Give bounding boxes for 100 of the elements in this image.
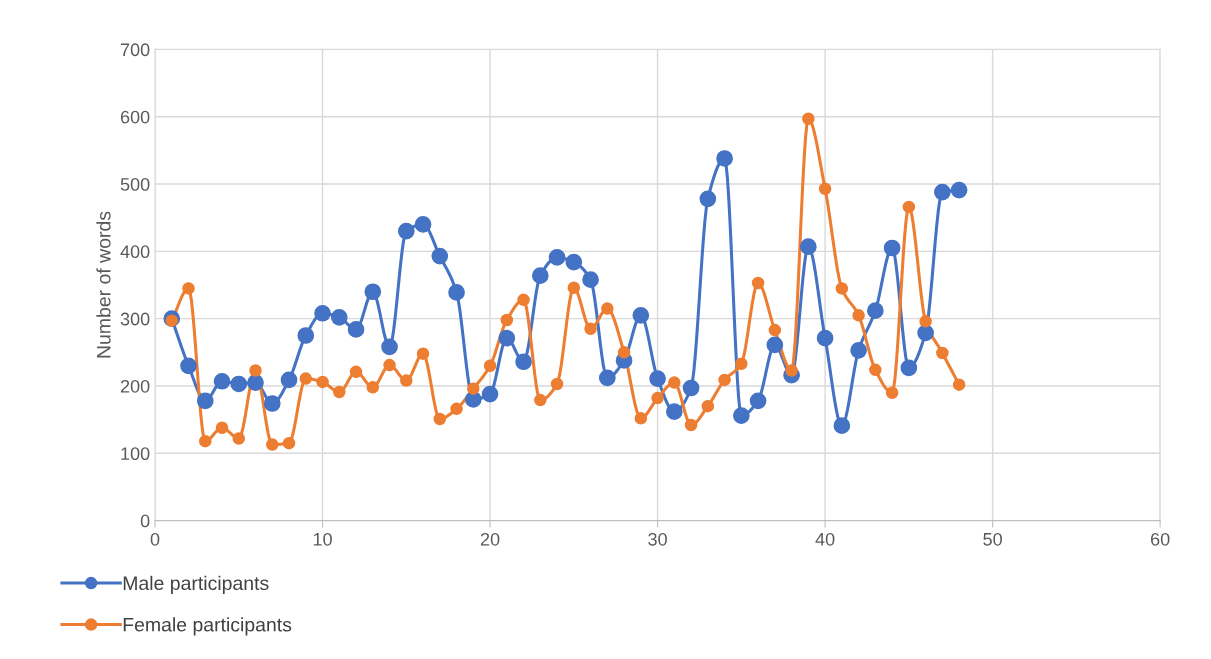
point (902, 200, 916, 214)
point (785, 364, 798, 377)
point (531, 267, 549, 284)
point (199, 434, 212, 448)
x-tick-label: 20 (480, 532, 500, 546)
point (333, 385, 346, 399)
point (766, 336, 784, 354)
point (885, 386, 899, 399)
point (816, 329, 834, 347)
point (247, 374, 264, 391)
y-tick-label: 100 (121, 447, 150, 461)
point (632, 306, 650, 324)
point (567, 281, 581, 294)
point (196, 392, 214, 410)
point (668, 376, 681, 389)
point (414, 216, 432, 233)
point (249, 364, 262, 377)
point (684, 418, 698, 432)
point (751, 276, 765, 290)
point (818, 182, 832, 196)
point (718, 373, 731, 387)
point (682, 379, 700, 397)
point (316, 375, 329, 389)
point (649, 370, 666, 387)
point (347, 321, 365, 338)
point (917, 324, 934, 342)
point (952, 378, 966, 391)
x-tick-label: 60 (1151, 532, 1170, 546)
y-tick-label: 300 (120, 312, 150, 326)
point (165, 314, 179, 327)
point (498, 329, 516, 347)
point (701, 399, 715, 413)
point (716, 150, 733, 167)
point (381, 338, 398, 356)
point (835, 282, 849, 295)
point (749, 392, 767, 410)
point (299, 372, 313, 385)
point (483, 359, 497, 373)
point (936, 346, 949, 360)
point (802, 112, 815, 126)
point (515, 353, 532, 371)
point (869, 363, 882, 377)
point (397, 222, 415, 240)
y-tick-label: 700 (120, 43, 150, 57)
point (548, 249, 566, 266)
point (617, 346, 631, 359)
legend-label: Female participants (123, 617, 292, 636)
point (651, 391, 664, 405)
y-tick-label: 600 (120, 110, 150, 124)
point (735, 357, 748, 371)
point (232, 432, 246, 445)
point (349, 365, 363, 379)
y-tick-label: 0 (140, 514, 150, 528)
point (467, 382, 480, 395)
point (182, 282, 195, 295)
point (900, 359, 918, 377)
point (601, 302, 614, 315)
point (297, 327, 315, 344)
x-tick-label: 30 (648, 532, 667, 546)
point (732, 407, 750, 424)
point (768, 323, 782, 337)
point (481, 385, 499, 403)
point (934, 183, 951, 201)
x-tick-label: 50 (983, 532, 1002, 546)
point (448, 284, 465, 301)
point (550, 377, 564, 391)
point (330, 308, 348, 326)
point (852, 309, 865, 322)
point (400, 374, 413, 387)
point (582, 271, 599, 288)
point (867, 302, 884, 319)
y-tick-label: 500 (120, 177, 150, 191)
y-axis-title: Number of words (96, 211, 111, 358)
point (950, 181, 968, 199)
point (364, 283, 382, 301)
y-tick-label: 400 (120, 245, 150, 259)
point (280, 371, 298, 389)
point (584, 322, 597, 336)
point (500, 313, 514, 327)
point (213, 372, 231, 390)
point (883, 239, 901, 257)
point (517, 293, 530, 307)
point (263, 395, 281, 412)
point (919, 315, 932, 328)
point (634, 412, 648, 425)
point (431, 247, 449, 265)
point (180, 357, 197, 375)
point (230, 375, 248, 393)
point (314, 304, 331, 322)
point (282, 436, 296, 450)
point (850, 341, 867, 359)
point (366, 381, 380, 394)
point (450, 402, 463, 416)
x-tick-label: 0 (150, 532, 160, 546)
x-tick-label: 10 (313, 532, 332, 546)
point (800, 238, 817, 255)
point (266, 438, 279, 451)
point (534, 393, 547, 407)
point (416, 347, 430, 360)
y-tick-label: 200 (120, 379, 150, 393)
